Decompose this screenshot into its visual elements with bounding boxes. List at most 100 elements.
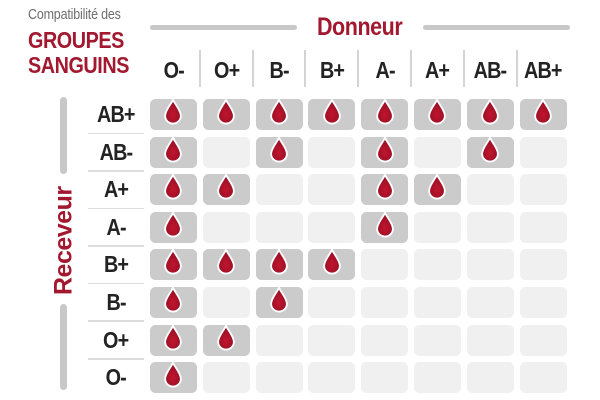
- cell-receiver-A--donor-AB-: [466, 211, 514, 243]
- receiver-header-label: Receveur: [49, 186, 78, 296]
- blood-drop-icon: [164, 211, 183, 238]
- col-header-A-: A-: [357, 50, 408, 90]
- cell-receiver-A+-donor-B-: [255, 174, 303, 206]
- donor-column-headers: O- O+ B- B+ A- A+ AB- AB+: [150, 50, 567, 90]
- compatibility-grid: AB+: [88, 98, 567, 394]
- blood-drop-icon: [270, 136, 288, 163]
- blood-drop-icon: [164, 286, 183, 313]
- cell-receiver-A+-donor-A-: [361, 174, 409, 206]
- blood-drop-icon: [164, 174, 183, 200]
- donor-header: Donneur: [150, 12, 570, 41]
- donor-header-label: Donneur: [317, 12, 403, 41]
- blood-drop-icon: [217, 249, 236, 275]
- cell-receiver-AB+-donor-B+: [308, 98, 356, 130]
- blood-drop-icon: [270, 286, 288, 313]
- col-header-O+: O+: [198, 50, 250, 90]
- row-label-AB+: AB+: [88, 99, 145, 134]
- cell-receiver-A+-donor-AB+: [519, 174, 567, 206]
- blood-drop-icon: [164, 136, 183, 163]
- cell-receiver-A--donor-B+: [308, 211, 356, 243]
- cell-receiver-O--donor-A-: [361, 362, 409, 394]
- blood-drop-icon: [217, 174, 236, 200]
- blood-drop-icon: [428, 98, 447, 125]
- cell-receiver-A--donor-O-: [149, 211, 197, 243]
- chart-subtitle: Compatibilité des: [28, 7, 121, 23]
- chart-title: Compatibilité des GROUPES SANGUINS: [28, 8, 145, 78]
- cell-receiver-B--donor-B-: [255, 286, 303, 318]
- cell-receiver-A--donor-B-: [255, 211, 303, 243]
- cell-receiver-B--donor-AB-: [466, 286, 514, 318]
- cell-receiver-O--donor-O-: [149, 361, 197, 394]
- cell-receiver-O--donor-B-: [255, 362, 303, 394]
- cell-receiver-O--donor-AB+: [519, 362, 567, 394]
- cell-receiver-B--donor-B+: [308, 286, 356, 318]
- blood-drop-icon: [164, 324, 183, 351]
- cell-receiver-AB--donor-AB-: [466, 136, 514, 168]
- cell-receiver-AB--donor-B-: [255, 136, 303, 168]
- blood-drop-icon: [428, 174, 447, 200]
- row-label-A+: A+: [88, 174, 145, 210]
- cell-receiver-A--donor-AB+: [519, 211, 567, 243]
- cell-receiver-B+-donor-O-: [149, 249, 197, 281]
- cell-receiver-O--donor-AB-: [466, 362, 514, 394]
- cell-receiver-AB+-donor-O-: [149, 98, 197, 130]
- blood-drop-icon: [164, 98, 183, 125]
- blood-drop-icon: [270, 249, 288, 275]
- blood-drop-icon: [481, 98, 500, 125]
- cell-receiver-A--donor-A-: [361, 211, 409, 243]
- cell-receiver-AB+-donor-O+: [202, 98, 250, 130]
- col-header-AB+: AB+: [515, 50, 567, 90]
- cell-receiver-O--donor-B+: [308, 362, 356, 394]
- cell-receiver-AB--donor-AB+: [519, 136, 567, 168]
- cell-receiver-B+-donor-B+: [308, 249, 356, 281]
- cell-receiver-O+-donor-AB-: [466, 324, 514, 356]
- cell-receiver-O+-donor-O+: [202, 324, 250, 356]
- row-label-A-: A-: [88, 212, 145, 247]
- blood-drop-icon: [323, 98, 341, 125]
- cell-receiver-A+-donor-AB-: [466, 174, 514, 206]
- cell-receiver-B--donor-O-: [149, 286, 197, 318]
- cell-receiver-B--donor-O+: [202, 286, 250, 318]
- row-label-AB-: AB-: [88, 137, 145, 172]
- cell-receiver-A+-donor-O-: [149, 174, 197, 206]
- blood-drop-icon: [217, 324, 236, 351]
- blood-drop-icon: [323, 249, 341, 275]
- receiver-line-bottom: [60, 304, 67, 390]
- cell-receiver-A+-donor-A+: [413, 174, 461, 206]
- cell-receiver-B--donor-A+: [413, 286, 461, 318]
- cell-receiver-O+-donor-O-: [149, 324, 197, 356]
- donor-line-right: [422, 24, 570, 30]
- cell-receiver-A--donor-A+: [413, 211, 461, 243]
- row-label-O+: O+: [88, 325, 145, 360]
- cell-receiver-B+-donor-AB-: [466, 249, 514, 281]
- cell-receiver-A+-donor-O+: [202, 174, 250, 206]
- cell-receiver-O+-donor-AB+: [519, 324, 567, 356]
- cell-receiver-A+-donor-B+: [308, 174, 356, 206]
- cell-receiver-AB--donor-A-: [361, 136, 409, 168]
- cell-receiver-AB--donor-B+: [308, 136, 356, 168]
- cell-receiver-O+-donor-B+: [308, 324, 356, 356]
- blood-drop-icon: [164, 249, 183, 275]
- cell-receiver-B+-donor-A+: [413, 249, 461, 281]
- cell-receiver-O+-donor-A-: [361, 324, 409, 356]
- blood-drop-icon: [375, 136, 394, 163]
- cell-receiver-AB--donor-A+: [413, 136, 461, 168]
- col-header-O-: O-: [163, 56, 184, 83]
- cell-receiver-AB+-donor-A+: [413, 98, 461, 130]
- row-label-B+: B+: [88, 249, 145, 285]
- cell-receiver-AB+-donor-AB+: [519, 98, 567, 130]
- cell-receiver-A--donor-O+: [202, 211, 250, 243]
- cell-receiver-AB--donor-O+: [202, 136, 250, 168]
- chart-title-line2: SANGUINS: [28, 51, 129, 78]
- cell-receiver-B+-donor-AB+: [519, 249, 567, 281]
- col-header-B+: B+: [304, 50, 355, 90]
- blood-drop-icon: [164, 361, 183, 388]
- blood-drop-icon: [375, 211, 394, 238]
- cell-receiver-B+-donor-A-: [361, 249, 409, 281]
- cell-receiver-B--donor-AB+: [519, 286, 567, 318]
- cell-receiver-AB+-donor-B-: [255, 98, 303, 130]
- receiver-line-top: [60, 97, 67, 174]
- donor-line-left: [150, 24, 298, 30]
- chart-title-line1: GROUPES: [28, 26, 124, 53]
